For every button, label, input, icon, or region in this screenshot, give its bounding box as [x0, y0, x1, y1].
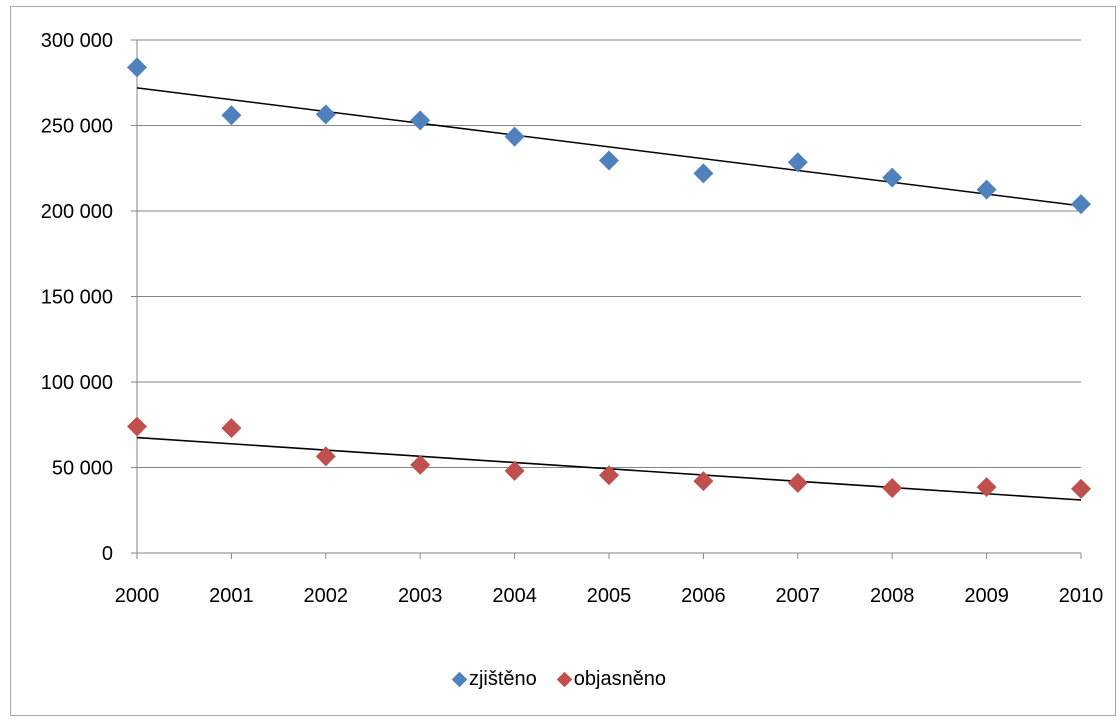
x-tick-label: 2007 — [776, 585, 821, 607]
y-tick-label: 100 000 — [41, 372, 113, 394]
x-tick-label: 2009 — [964, 585, 1009, 607]
x-tick-label: 2001 — [209, 585, 254, 607]
data-point[interactable] — [505, 127, 525, 147]
data-point[interactable] — [599, 151, 619, 171]
legend: zjištěno objasněno — [0, 668, 1120, 691]
y-tick-label: 250 000 — [41, 116, 113, 138]
y-tick-label: 50 000 — [52, 458, 113, 480]
data-point[interactable] — [316, 104, 336, 124]
legend-item-objasneno[interactable]: objasněno — [559, 668, 666, 691]
data-point[interactable] — [127, 57, 147, 77]
data-point[interactable] — [221, 105, 241, 125]
y-tick-label: 0 — [102, 543, 113, 565]
data-point[interactable] — [788, 473, 808, 493]
data-point[interactable] — [410, 455, 430, 475]
data-point[interactable] — [410, 110, 430, 130]
x-tick-label: 2004 — [492, 585, 537, 607]
data-point[interactable] — [1071, 479, 1091, 499]
legend-swatch-zjisteno — [452, 672, 468, 688]
data-point[interactable] — [127, 416, 147, 436]
data-point[interactable] — [221, 418, 241, 438]
legend-label-objasneno: objasněno — [574, 668, 666, 691]
legend-swatch-objasneno — [556, 672, 572, 688]
x-tick-label: 2005 — [587, 585, 632, 607]
data-point[interactable] — [505, 461, 525, 481]
y-tick-label: 150 000 — [41, 287, 113, 309]
trendline — [137, 88, 1081, 206]
x-tick-label: 2003 — [398, 585, 443, 607]
legend-label-zjisteno: zjištěno — [469, 668, 537, 691]
x-tick-label: 2002 — [304, 585, 349, 607]
y-tick-label: 300 000 — [41, 30, 113, 52]
x-tick-label: 2000 — [115, 585, 160, 607]
x-tick-label: 2008 — [870, 585, 915, 607]
legend-item-zjisteno[interactable]: zjištěno — [454, 668, 537, 691]
data-point[interactable] — [693, 163, 713, 183]
data-point[interactable] — [977, 180, 997, 200]
x-tick-label: 2006 — [681, 585, 726, 607]
y-tick-label: 200 000 — [41, 201, 113, 223]
x-tick-label: 2010 — [1059, 585, 1104, 607]
data-point[interactable] — [882, 478, 902, 498]
data-point[interactable] — [882, 168, 902, 188]
